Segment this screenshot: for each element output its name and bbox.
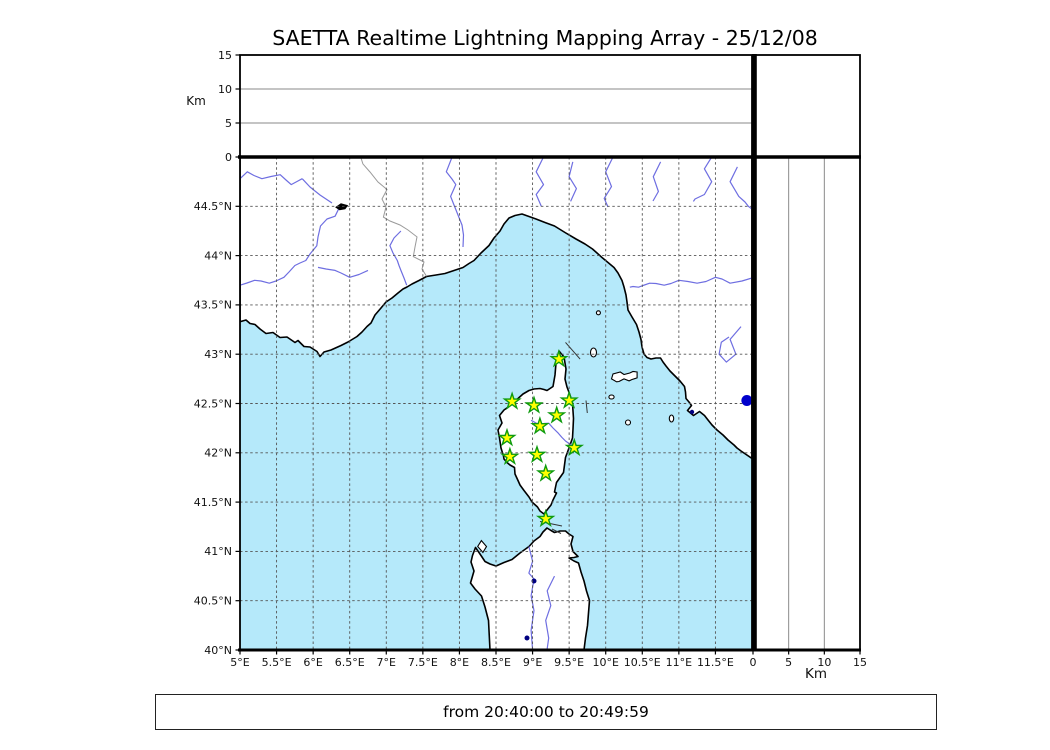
lat-tick-label: 43°N	[204, 348, 232, 361]
island-asinara	[477, 539, 488, 554]
country-border	[360, 157, 427, 277]
station-marker	[546, 405, 567, 424]
time-range-bar: from 20:40:00 to 20:49:59	[155, 694, 937, 730]
station-marker	[500, 446, 520, 466]
altitude-latitude-panel-bg	[753, 157, 860, 650]
altitude-histogram-panel	[752, 54, 861, 158]
altitude-tick-label: 15	[218, 49, 232, 62]
islet-line-east-corsica	[585, 400, 588, 414]
coastline-sardinia	[469, 527, 591, 650]
altitude-longitude-panel-bg	[240, 55, 752, 157]
station-marker	[564, 437, 585, 457]
island-montecristo	[624, 419, 632, 426]
altitude-tick-label: 10	[218, 83, 232, 96]
lat-tick-label: 43.5°N	[194, 299, 232, 312]
lon-tick-label: 9°E	[523, 656, 542, 669]
lat-tick-label: 40.5°N	[194, 595, 232, 608]
island-capraia	[589, 347, 598, 358]
page-title: SAETTA Realtime Lightning Mapping Array …	[272, 26, 818, 50]
altitude-tick-label: 0	[750, 656, 757, 669]
lightning-source-dots	[741, 395, 752, 407]
lon-tick-label: 8°E	[450, 656, 469, 669]
station-marker	[530, 415, 550, 435]
lon-tick-label: 7°E	[377, 656, 396, 669]
lon-tick-label: 6.5°E	[335, 656, 365, 669]
station-marker	[549, 348, 569, 368]
station-markers	[497, 348, 585, 528]
lon-tick-label: 11.5°E	[697, 656, 734, 669]
lon-tick-label: 11°E	[666, 656, 692, 669]
island-pianosa	[608, 394, 615, 400]
lake-sardinia-south	[524, 635, 530, 641]
islet-line-maddalena-b	[551, 528, 562, 534]
map-panel	[239, 156, 753, 651]
altitude-unit-label-right: Km	[805, 666, 827, 682]
altitude-tick-label: 5	[785, 656, 792, 669]
islet-line-capcorse	[565, 342, 581, 360]
lon-tick-label: 9.5°E	[554, 656, 584, 669]
altitude-tick-label: 15	[853, 656, 867, 669]
altitude-tick-label: 10	[817, 656, 831, 669]
lon-tick-label: 6°E	[303, 656, 322, 669]
island-elba	[610, 370, 638, 383]
altitude-histogram-panel-bg	[753, 55, 860, 157]
station-marker	[527, 444, 547, 463]
station-marker	[497, 427, 517, 447]
lon-tick-label: 10°E	[592, 656, 618, 669]
station-marker	[524, 395, 544, 414]
time-range-text: from 20:40:00 to 20:49:59	[443, 703, 649, 721]
lon-tick-label: 7.5°E	[408, 656, 438, 669]
lat-tick-label: 42°N	[204, 447, 232, 460]
island-giglio	[668, 414, 675, 423]
altitude-tick-label: 5	[225, 117, 232, 130]
lon-tick-label: 5.5°E	[262, 656, 292, 669]
altitude-longitude-panel	[239, 54, 753, 158]
station-marker	[502, 391, 522, 410]
lat-tick-label: 40°N	[204, 644, 232, 657]
station-marker	[559, 390, 579, 409]
axis-labels: 5°E 5.5°E 6°E 6.5°E 7°E 7.5°E 8°E 8.5°E 9°E 9.5°E…	[194, 49, 867, 669]
station-marker	[535, 508, 556, 528]
island-gorgona	[595, 310, 601, 316]
lat-tick-label: 41°N	[204, 545, 232, 558]
altitude-latitude-panel	[752, 156, 861, 651]
rivers	[240, 157, 752, 650]
lat-tick-label: 41.5°N	[194, 496, 232, 509]
altitude-unit-label-top: Km	[186, 94, 206, 108]
lon-tick-label: 10.5°E	[624, 656, 661, 669]
lon-tick-label: 5°E	[230, 656, 249, 669]
lat-tick-label: 44°N	[204, 249, 232, 262]
lat-tick-label: 42.5°N	[194, 397, 232, 410]
lat-tick-label: 44.5°N	[194, 200, 232, 213]
lake-serre-poncon	[335, 203, 349, 211]
altitude-tick-label: 0	[225, 151, 232, 164]
station-marker	[535, 463, 556, 482]
lightning-source-dot	[741, 395, 752, 407]
lagoon-orbetello	[689, 409, 695, 415]
lon-tick-label: 8.5°E	[481, 656, 511, 669]
